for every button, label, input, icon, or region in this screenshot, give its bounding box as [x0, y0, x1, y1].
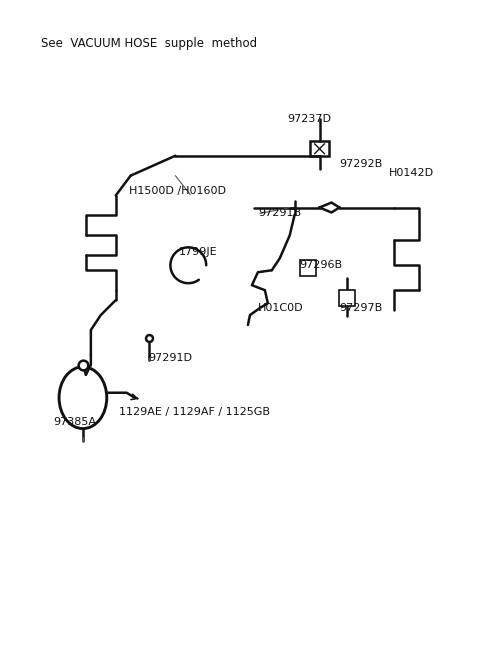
- Bar: [339, 290, 355, 306]
- Text: 97385A: 97385A: [53, 417, 96, 426]
- Text: 97237D: 97237D: [288, 114, 332, 124]
- Text: H1500D /H0160D: H1500D /H0160D: [129, 185, 226, 196]
- Text: H0142D: H0142D: [389, 168, 434, 177]
- Bar: [310, 141, 329, 156]
- Text: 1799JE: 1799JE: [179, 247, 217, 258]
- Text: See  VACUUM HOSE  supple  method: See VACUUM HOSE supple method: [41, 37, 257, 50]
- Text: 97291B: 97291B: [258, 208, 301, 219]
- Text: 97296B: 97296B: [300, 260, 343, 270]
- Bar: [300, 260, 315, 276]
- Text: 97297B: 97297B: [339, 303, 383, 313]
- Text: 1129AE / 1129AF / 1125GB: 1129AE / 1129AF / 1125GB: [119, 407, 270, 417]
- Text: 97292B: 97292B: [339, 159, 383, 169]
- Text: 97291D: 97291D: [148, 353, 192, 363]
- Text: H01C0D: H01C0D: [258, 303, 303, 313]
